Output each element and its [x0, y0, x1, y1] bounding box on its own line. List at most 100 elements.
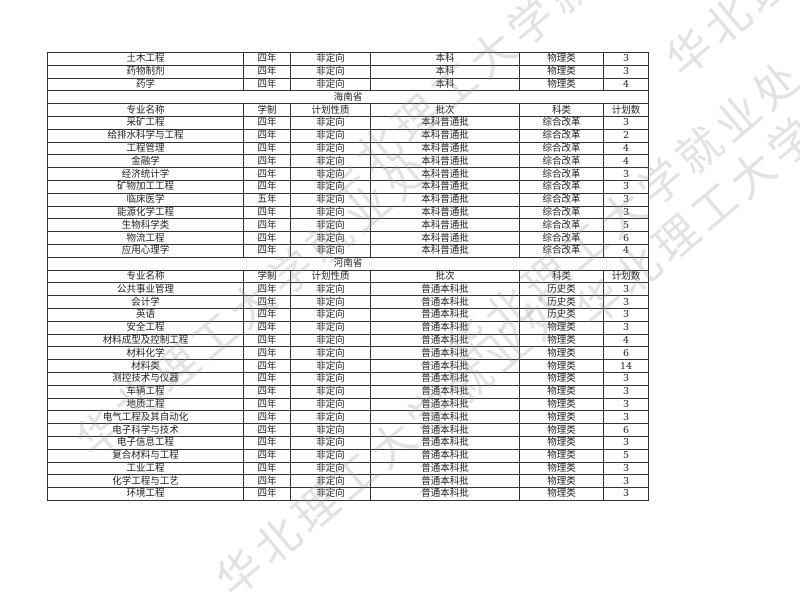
plan-count-cell: 2	[603, 128, 649, 143]
province-name: 河南省	[47, 256, 649, 271]
duration-cell: 四年	[243, 487, 291, 501]
batch-cell: 本科普通批	[370, 205, 520, 220]
plan-type-cell: 非定向	[290, 474, 371, 489]
major-name-cell: 材料类	[47, 359, 244, 373]
major-name-cell: 环境工程	[47, 487, 244, 501]
category-cell: 物理类	[519, 487, 604, 501]
plan-type-cell: 非定向	[290, 397, 371, 412]
batch-cell: 普通本科批	[370, 461, 520, 476]
plan-type-cell: 非定向	[290, 167, 371, 181]
plan-type-cell: 非定向	[290, 435, 371, 450]
category-cell: 综合改革	[519, 243, 604, 258]
major-name-cell: 化学工程与工艺	[47, 474, 244, 489]
table-row: 地质工程 四年 非定向 普通本科批 物理类 3	[47, 397, 649, 412]
plan-count-cell: 3	[603, 307, 649, 322]
batch-cell: 本科普通批	[370, 243, 520, 258]
duration-cell: 四年	[243, 320, 291, 335]
plan-type-cell: 非定向	[290, 192, 371, 207]
category-cell: 物理类	[519, 397, 604, 412]
category-cell: 物理类	[519, 52, 604, 66]
category-cell: 物理类	[519, 320, 604, 335]
plan-count-cell: 3	[603, 115, 649, 130]
major-name-cell: 物流工程	[47, 231, 244, 245]
major-name-cell: 电子信息工程	[47, 435, 244, 450]
table-row: 能源化学工程 四年 非定向 本科普通批 综合改革 3	[47, 205, 649, 220]
duration-cell: 四年	[243, 77, 291, 92]
batch-cell: 本科普通批	[370, 115, 520, 130]
plan-count-cell: 3	[603, 474, 649, 489]
major-name-cell: 经济统计学	[47, 167, 244, 181]
major-name-cell: 电气工程及其自动化	[47, 410, 244, 425]
batch-cell: 普通本科批	[370, 474, 520, 489]
major-name-cell: 英语	[47, 307, 244, 322]
category-cell: 物理类	[519, 435, 604, 450]
plan-type-cell: 非定向	[290, 179, 371, 194]
category-cell: 历史类	[519, 282, 604, 297]
batch-cell: 普通本科批	[370, 448, 520, 463]
plan-type-cell: 计划性质	[290, 103, 371, 117]
plan-type-cell: 非定向	[290, 333, 371, 348]
batch-cell: 普通本科批	[370, 487, 520, 501]
plan-count-cell: 4	[603, 333, 649, 348]
plan-type-cell: 非定向	[290, 243, 371, 258]
batch-cell: 普通本科批	[370, 423, 520, 437]
plan-count-cell: 6	[603, 231, 649, 245]
table-row: 金融学 四年 非定向 本科普通批 综合改革 4	[47, 154, 649, 169]
plan-type-cell: 非定向	[290, 64, 371, 79]
batch-cell: 本科	[370, 64, 520, 79]
major-name-cell: 公共事业管理	[47, 282, 244, 297]
duration-cell: 四年	[243, 359, 291, 373]
major-name-cell: 电子科学与技术	[47, 423, 244, 437]
plan-count-cell: 3	[603, 371, 649, 386]
category-cell: 物理类	[519, 371, 604, 386]
plan-count-cell: 3	[603, 397, 649, 412]
major-name-cell: 材料成型及控制工程	[47, 333, 244, 348]
major-name-cell: 专业名称	[47, 103, 244, 117]
category-cell: 综合改革	[519, 128, 604, 143]
category-cell: 综合改革	[519, 231, 604, 245]
plan-count-cell: 计划数	[603, 103, 649, 117]
plan-count-cell: 4	[603, 141, 649, 156]
plan-type-cell: 非定向	[290, 295, 371, 309]
plan-type-cell: 非定向	[290, 461, 371, 476]
plan-count-cell: 3	[603, 282, 649, 297]
province-header-row: 海南省	[47, 90, 649, 105]
batch-cell: 普通本科批	[370, 295, 520, 309]
table-row: 临床医学 五年 非定向 本科普通批 综合改革 3	[47, 192, 649, 207]
table-row: 测控技术与仪器 四年 非定向 普通本科批 物理类 3	[47, 371, 649, 386]
table-row: 公共事业管理 四年 非定向 普通本科批 历史类 3	[47, 282, 649, 297]
category-cell: 物理类	[519, 384, 604, 399]
duration-cell: 四年	[243, 397, 291, 412]
duration-cell: 四年	[243, 128, 291, 143]
plan-count-cell: 3	[603, 461, 649, 476]
category-cell: 历史类	[519, 295, 604, 309]
table-row: 电子信息工程 四年 非定向 普通本科批 物理类 3	[47, 435, 649, 450]
category-cell: 物理类	[519, 346, 604, 361]
category-cell: 物理类	[519, 333, 604, 348]
table-row: 材料成型及控制工程 四年 非定向 普通本科批 物理类 4	[47, 333, 649, 348]
plan-count-cell: 3	[603, 384, 649, 399]
plan-type-cell: 非定向	[290, 487, 371, 501]
batch-cell: 本科普通批	[370, 154, 520, 169]
plan-type-cell: 非定向	[290, 307, 371, 322]
plan-count-cell: 5	[603, 218, 649, 233]
major-name-cell: 药物制剂	[47, 64, 244, 79]
category-cell: 物理类	[519, 359, 604, 373]
duration-cell: 四年	[243, 461, 291, 476]
column-header-row: 专业名称 学制 计划性质 批次 科类 计划数	[47, 269, 649, 284]
plan-count-cell: 6	[603, 346, 649, 361]
duration-cell: 四年	[243, 115, 291, 130]
table-row: 物流工程 四年 非定向 本科普通批 综合改革 6	[47, 231, 649, 245]
plan-count-cell: 3	[603, 295, 649, 309]
table-row: 英语 四年 非定向 普通本科批 历史类 3	[47, 307, 649, 322]
province-name: 海南省	[47, 90, 649, 105]
major-name-cell: 会计学	[47, 295, 244, 309]
category-cell: 物理类	[519, 410, 604, 425]
duration-cell: 四年	[243, 307, 291, 322]
duration-cell: 四年	[243, 64, 291, 79]
table-row: 矿物加工工程 四年 非定向 本科普通批 综合改革 3	[47, 179, 649, 194]
column-header-row: 专业名称 学制 计划性质 批次 科类 计划数	[47, 103, 649, 117]
category-cell: 物理类	[519, 448, 604, 463]
duration-cell: 四年	[243, 141, 291, 156]
table-row: 应用心理学 四年 非定向 本科普通批 综合改革 4	[47, 243, 649, 258]
